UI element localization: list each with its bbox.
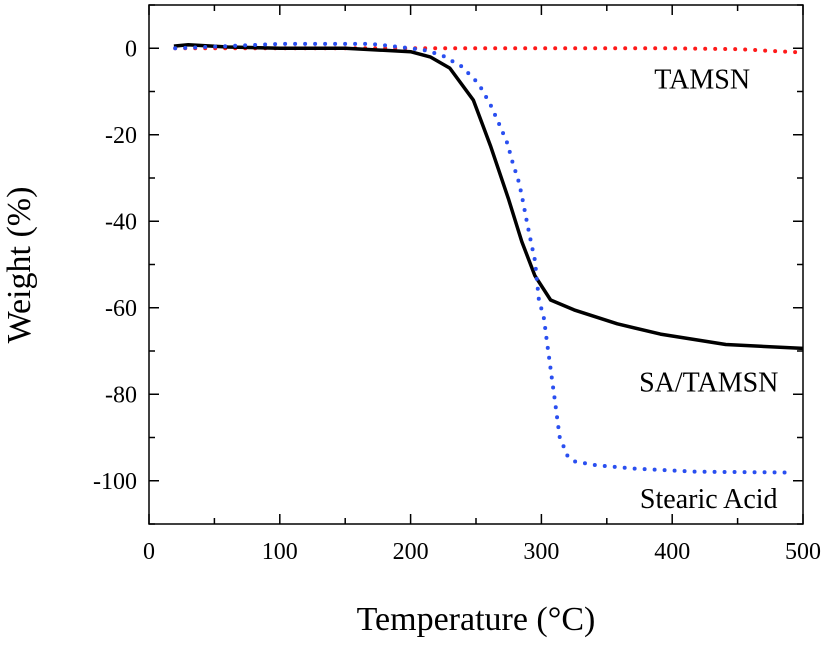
series-annotation: Stearic Acid <box>640 484 778 515</box>
x-tick-label: 100 <box>262 539 298 565</box>
x-tick-label: 300 <box>523 539 559 565</box>
y-axis-label: Weight (%) <box>1 187 38 344</box>
x-tick-label: 500 <box>785 539 821 565</box>
y-tick-label: -40 <box>105 209 137 235</box>
series-stearic-acid <box>173 41 790 475</box>
y-tick-label: -80 <box>105 382 137 408</box>
y-tick-label: 0 <box>125 36 137 62</box>
y-tick-label: -20 <box>105 123 137 149</box>
series-annotation: TAMSN <box>654 65 750 96</box>
x-tick-label: 200 <box>393 539 429 565</box>
x-tick-label: 400 <box>654 539 690 565</box>
series-sa-tamsn <box>173 43 804 351</box>
y-tick-label: -60 <box>105 296 137 322</box>
series-annotation: SA/TAMSN <box>639 367 778 398</box>
x-tick-label: 0 <box>143 539 155 565</box>
y-tick-label: -100 <box>93 469 137 495</box>
x-axis-label: Temperature (°C) <box>357 601 596 638</box>
